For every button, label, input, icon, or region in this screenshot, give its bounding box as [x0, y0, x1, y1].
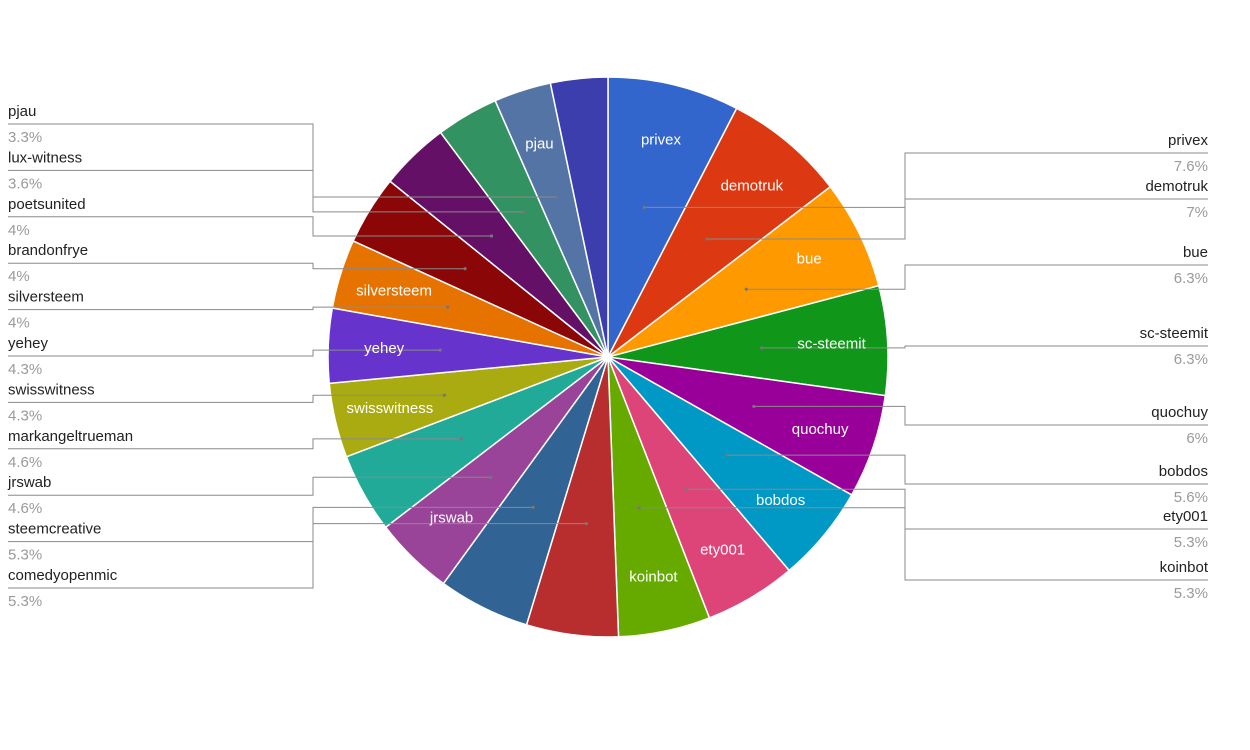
pie-slices: [327, 76, 889, 638]
leader-line-sc-steemit: [761, 345, 1208, 349]
leader-dot-steemcreative: [531, 505, 535, 510]
slice-inner-label-quochuy: quochuy: [792, 421, 849, 438]
callout-name-quochuy: quochuy: [1151, 404, 1208, 421]
callout-percent-yehey: 4.3%: [8, 361, 42, 378]
callout-percent-demotruk: 7%: [1186, 204, 1208, 221]
callout-percent-comedyopenmic: 5.3%: [8, 593, 42, 610]
callout-name-silversteem: silversteem: [8, 289, 84, 306]
callout-name-swisswitness: swisswitness: [8, 381, 95, 398]
callout-name-bobdos: bobdos: [1159, 463, 1208, 480]
callout-percent-sc-steemit: 6.3%: [1174, 351, 1208, 368]
callout-percent-brandonfrye: 4%: [8, 268, 30, 285]
callout-name-privex: privex: [1168, 132, 1209, 149]
callout-name-sc-steemit: sc-steemit: [1140, 325, 1209, 342]
callout-percent-koinbot: 5.3%: [1174, 585, 1208, 602]
leader-dot-bue: [744, 287, 748, 291]
callout-percent-markangeltrueman: 4.6%: [8, 454, 42, 471]
slice-inner-label-koinbot: koinbot: [629, 568, 678, 585]
slice-inner-label-bobdos: bobdos: [756, 492, 805, 509]
leader-dot-privex: [642, 205, 647, 209]
callout-name-markangeltrueman: markangeltrueman: [8, 428, 133, 445]
leader-dot-demotruk: [705, 237, 709, 241]
callout-name-brandonfrye: brandonfrye: [8, 242, 88, 259]
pie-slice-slice-19: [549, 76, 609, 358]
leader-dot-sc-steemit: [760, 346, 764, 350]
slice-inner-label-privex: privex: [641, 131, 682, 148]
slice-inner-label-silversteem: silversteem: [356, 282, 432, 299]
callout-percent-lux-witness: 3.6%: [8, 175, 42, 192]
slice-inner-label-pjau: pjau: [525, 136, 553, 153]
leader-line-demotruk: [706, 198, 1208, 240]
leader-dot-brandonfrye: [463, 267, 467, 271]
callout-name-demotruk: demotruk: [1145, 178, 1208, 195]
leader-line-comedyopenmic: [8, 523, 587, 589]
leader-line-jrswab: [8, 476, 491, 496]
leader-line-bue: [746, 264, 1208, 290]
callout-name-pjau: pjau: [8, 103, 36, 120]
slice-inner-label-demotruk: demotruk: [721, 177, 784, 194]
slice-inner-label-ety001: ety001: [700, 541, 745, 558]
leader-line-markangeltrueman: [8, 438, 462, 450]
leader-dot-silversteem: [445, 305, 450, 309]
leader-dot-koinbot: [637, 506, 641, 510]
leader-dot-swisswitness: [442, 393, 446, 397]
leader-dot-markangeltrueman: [459, 437, 463, 441]
leader-line-yehey: [8, 349, 441, 357]
slice-inner-label-bue: bue: [797, 250, 822, 267]
leader-line-poetsunited: [8, 216, 492, 237]
callout-percent-bobdos: 5.6%: [1174, 489, 1208, 506]
leader-dot-yehey: [438, 348, 442, 352]
callout-percent-silversteem: 4%: [8, 315, 30, 332]
leader-line-brandonfrye: [8, 262, 466, 270]
slice-inner-label-jrswab: jrswab: [429, 509, 473, 526]
callout-percent-steemcreative: 5.3%: [8, 547, 42, 564]
callout-percent-ety001: 5.3%: [1174, 534, 1208, 551]
callout-labels: privex demotruk bue sc-steemit quochuy bobdos…: [7, 103, 1209, 610]
leader-dot-pjau: [554, 195, 559, 199]
leader-line-koinbot: [639, 507, 1208, 581]
callout-name-jrswab: jrswab: [7, 474, 51, 491]
leader-dot-poetsunited: [489, 234, 494, 238]
leader-line-pjau: [8, 123, 557, 198]
callout-name-poetsunited: poetsunited: [8, 196, 86, 213]
leader-line-silversteem: [8, 306, 448, 311]
slice-inner-label-swisswitness: swisswitness: [347, 400, 434, 417]
callout-name-ety001: ety001: [1163, 508, 1208, 525]
callout-name-comedyopenmic: comedyopenmic: [8, 567, 118, 584]
leader-dot-bobdos: [725, 453, 729, 457]
leader-line-quochuy: [753, 405, 1208, 426]
callout-name-steemcreative: steemcreative: [8, 521, 101, 538]
slice-inner-label-yehey: yehey: [364, 340, 405, 357]
leader-line-bobdos: [726, 454, 1208, 485]
callout-percent-poetsunited: 4%: [8, 222, 30, 239]
slice-inner-label-sc-steemit: sc-steemit: [797, 336, 866, 353]
leader-line-lux-witness: [8, 169, 524, 213]
callout-percent-privex: 7.6%: [1174, 158, 1208, 175]
callout-percent-pjau: 3.3%: [8, 129, 42, 146]
leader-dot-lux-witness: [521, 210, 525, 214]
leader-dot-comedyopenmic: [584, 522, 589, 526]
leader-line-privex: [644, 152, 1208, 208]
callout-percent-jrswab: 4.6%: [8, 500, 42, 517]
callout-name-lux-witness: lux-witness: [8, 149, 82, 166]
leader-dot-ety001: [685, 487, 689, 491]
leader-line-swisswitness: [8, 394, 445, 403]
callout-percent-quochuy: 6%: [1186, 430, 1208, 447]
callout-name-koinbot: koinbot: [1160, 559, 1209, 576]
pie-slice-demotruk: [607, 107, 832, 358]
leader-dot-quochuy: [752, 404, 756, 409]
callout-percent-bue: 6.3%: [1174, 270, 1208, 287]
leader-lines: [8, 123, 1208, 589]
callout-name-yehey: yehey: [8, 335, 49, 352]
callout-name-bue: bue: [1183, 244, 1208, 261]
callout-percent-swisswitness: 4.3%: [8, 407, 42, 424]
pie-slice-privex: [607, 76, 738, 358]
leader-dot-jrswab: [489, 475, 493, 479]
